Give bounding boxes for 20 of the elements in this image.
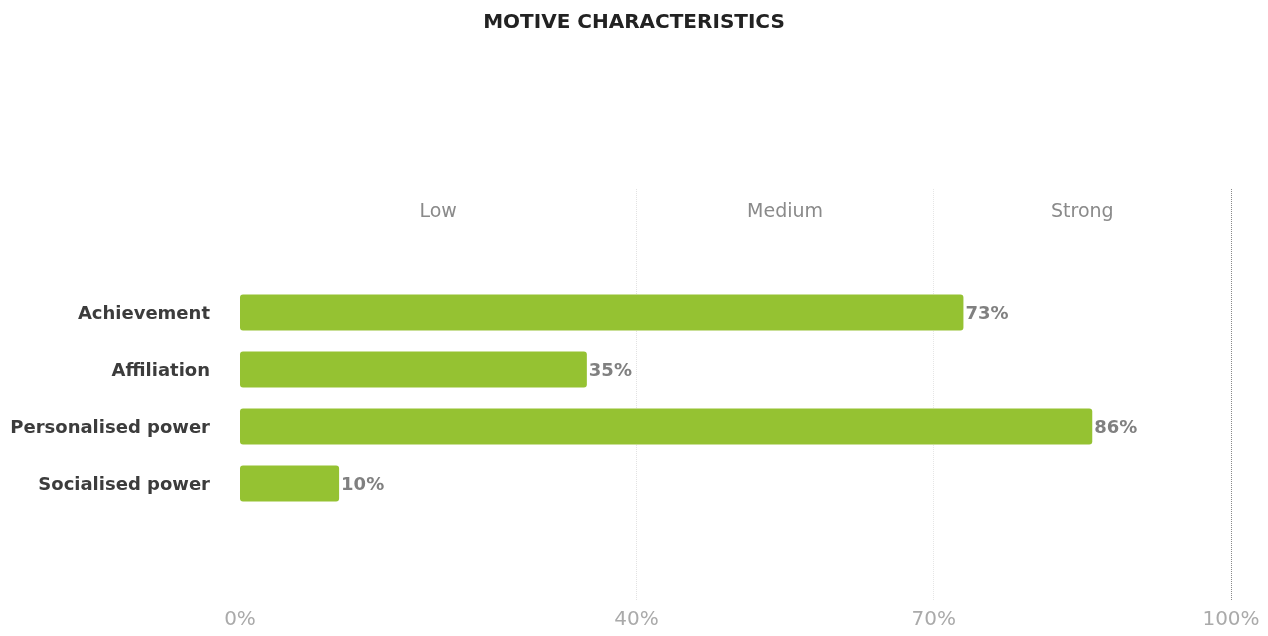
y-tick-label: Affiliation bbox=[111, 359, 210, 380]
x-tick-label: 70% bbox=[911, 606, 956, 630]
data-label: 35% bbox=[588, 359, 632, 380]
bar bbox=[240, 465, 340, 502]
bar bbox=[240, 408, 1093, 445]
data-label: 73% bbox=[965, 302, 1009, 323]
y-tick-label: Personalised power bbox=[10, 416, 211, 437]
x-tick-label: 100% bbox=[1202, 606, 1260, 630]
y-tick-label: Achievement bbox=[77, 302, 211, 323]
y-tick-label: Socialised power bbox=[38, 473, 211, 494]
data-label: 10% bbox=[341, 473, 385, 494]
x-tick-label: 0% bbox=[224, 606, 256, 630]
band-label: Strong bbox=[1051, 198, 1114, 221]
data-label: 86% bbox=[1094, 416, 1138, 437]
band-label: Low bbox=[419, 198, 457, 221]
x-tick-label: 40% bbox=[614, 606, 659, 630]
band-label: Medium bbox=[747, 198, 824, 221]
chart-title: MOTIVE CHARACTERISTICS bbox=[483, 9, 785, 33]
bar bbox=[240, 294, 964, 331]
bar bbox=[240, 351, 587, 388]
